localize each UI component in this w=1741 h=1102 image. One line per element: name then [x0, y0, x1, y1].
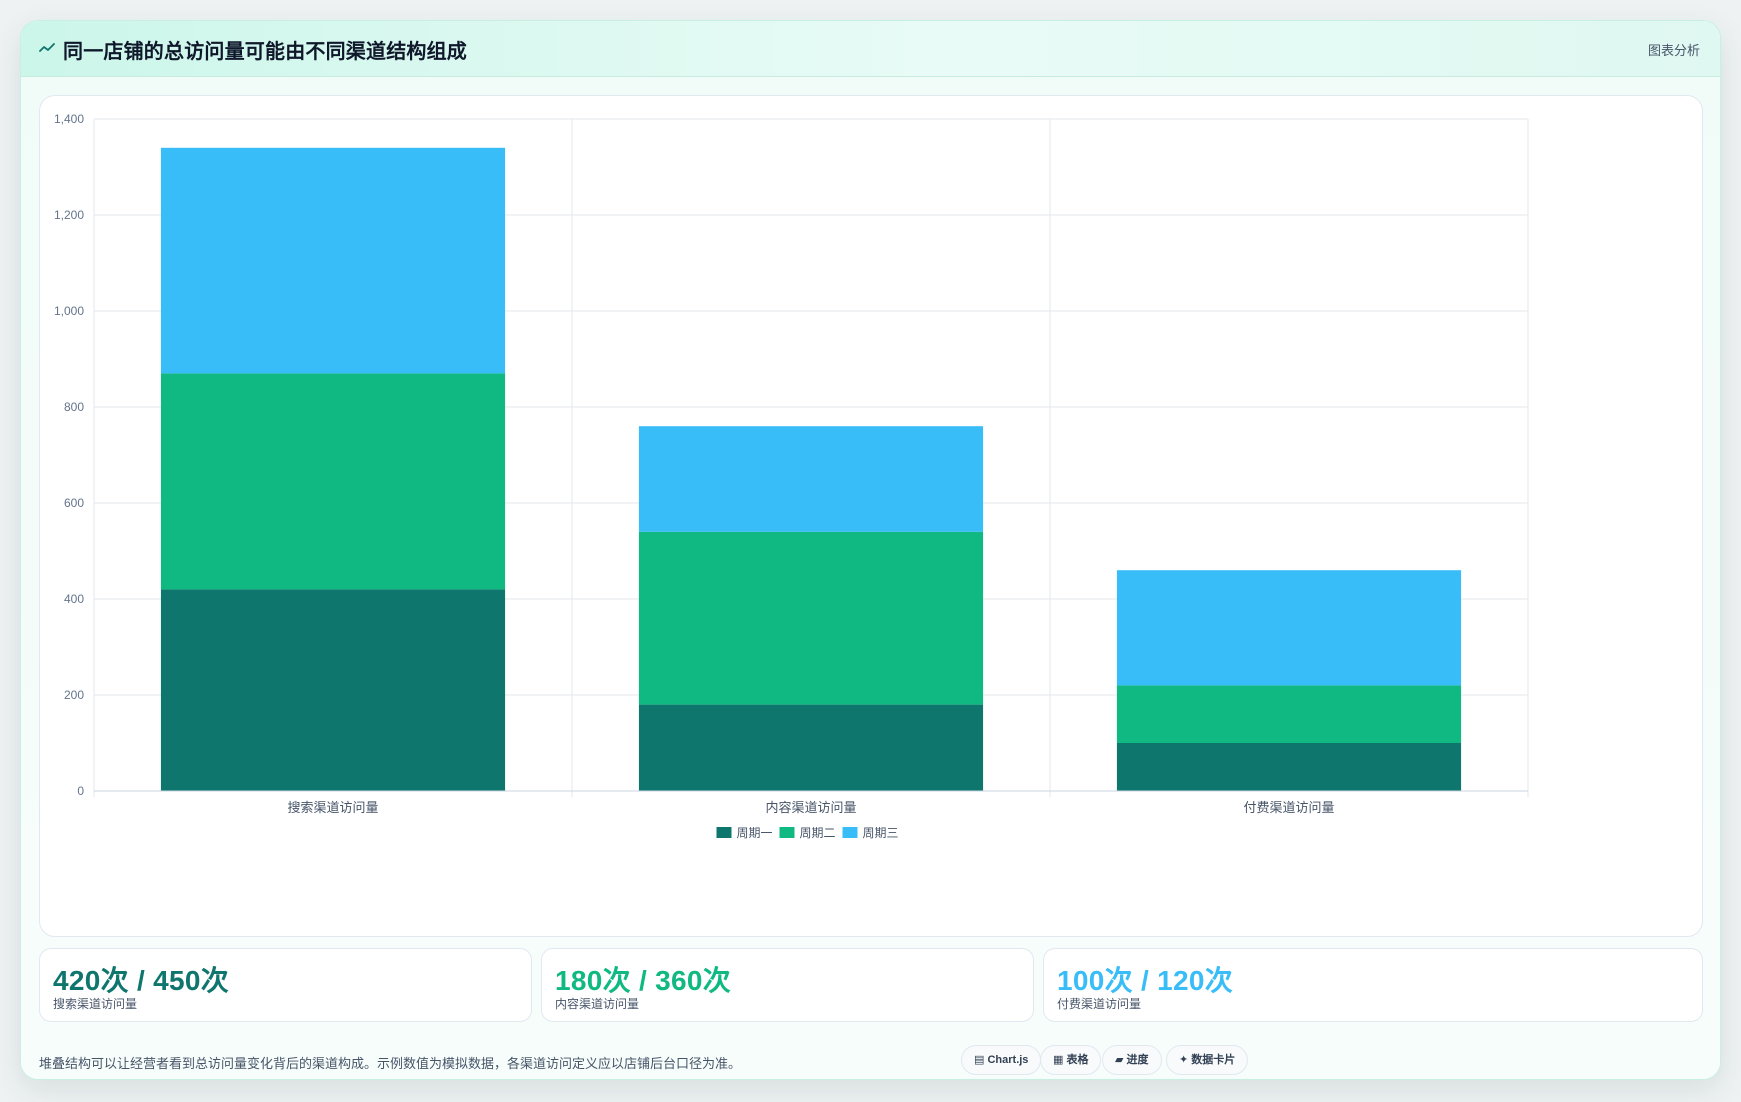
y-tick-label: 400: [64, 592, 84, 606]
bar-segment: [160, 589, 506, 791]
progress-icon: ▰: [1115, 1054, 1124, 1066]
card-header: 同一店铺的总访问量可能由不同渠道结构组成 图表分析: [21, 21, 1720, 77]
stat-value: 180次 / 360次: [555, 965, 732, 996]
stacked-bar-chart: 0 200 400 600 800 1,000 1,200 1,400 搜索渠道访问量 内容渠道访…: [54, 112, 1529, 840]
tag-progress[interactable]: ▰ 进度: [1102, 1045, 1162, 1075]
bar-segment: [160, 373, 506, 590]
footnote: 堆叠结构可以让经营者看到总访问量变化背后的渠道构成。示例数值为模拟数据，各渠道访…: [39, 1056, 742, 1071]
card-body: 0 200 400 600 800 1,000 1,200 1,400 搜索渠道访问量 内容渠道访…: [21, 77, 1720, 1079]
trend-line-icon: [39, 43, 55, 52]
tag-label: 表格: [1066, 1054, 1089, 1066]
tag-data-card[interactable]: ✦ 数据卡片: [1166, 1045, 1249, 1075]
stat-label: 付费渠道访问量: [1057, 997, 1142, 1011]
stat-label: 内容渠道访问量: [555, 997, 640, 1011]
x-tick-label: 搜索渠道访问量: [287, 800, 378, 815]
y-tick-label: 0: [77, 784, 84, 798]
bar-segment: [638, 426, 984, 532]
y-tick-label: 800: [64, 400, 84, 414]
tag-table[interactable]: ▦ 表格: [1040, 1045, 1102, 1075]
table-icon: ▦: [1053, 1054, 1064, 1066]
stat-value: 100次 / 120次: [1057, 965, 1234, 996]
legend-label: 周期二: [800, 826, 836, 840]
legend-label: 周期一: [737, 826, 773, 840]
chart-icon: ▤: [974, 1054, 985, 1066]
chart-panel: 0 200 400 600 800 1,000 1,200 1,400 搜索渠道访问量 内容渠道访…: [39, 95, 1703, 937]
bar-segment: [160, 147, 506, 374]
stat-card-content: 180次 / 360次 内容渠道访问量: [541, 948, 1034, 1022]
bar-segment: [1116, 570, 1462, 686]
y-tick-label: 600: [64, 496, 84, 510]
stat-cards: 420次 / 450次 搜索渠道访问量 180次 / 360次 内容渠道访问量 …: [39, 948, 1703, 1022]
x-tick-label: 付费渠道访问量: [1243, 800, 1334, 815]
tag-label: 进度: [1126, 1054, 1149, 1066]
chart-card: 同一店铺的总访问量可能由不同渠道结构组成 图表分析 0 200 400 600 800 1…: [20, 20, 1721, 1080]
y-tick-label: 200: [64, 688, 84, 702]
bar-segment: [638, 531, 984, 705]
y-tick-label: 1,000: [54, 304, 84, 318]
stat-value: 420次 / 450次: [53, 965, 230, 996]
y-tick-label: 1,400: [54, 112, 84, 126]
bar-segment: [1116, 685, 1462, 743]
tag-label: Chart.js: [987, 1054, 1029, 1066]
legend-swatch: [842, 827, 858, 838]
legend-swatch: [716, 827, 732, 838]
chart-analysis-link[interactable]: 图表分析: [1647, 43, 1700, 58]
page-title: 同一店铺的总访问量可能由不同渠道结构组成: [63, 41, 467, 63]
stat-card-paid: 100次 / 120次 付费渠道访问量: [1043, 948, 1703, 1022]
card-icon: ✦: [1179, 1054, 1189, 1066]
legend-swatch: [779, 827, 795, 838]
stat-card-search: 420次 / 450次 搜索渠道访问量: [39, 948, 532, 1022]
y-tick-label: 1,200: [54, 208, 84, 222]
tag-label: 数据卡片: [1191, 1054, 1236, 1066]
bar-segment: [1116, 743, 1462, 791]
stat-label: 搜索渠道访问量: [53, 997, 138, 1011]
x-tick-label: 内容渠道访问量: [765, 800, 856, 815]
tag-chartjs[interactable]: ▤ Chart.js: [961, 1045, 1042, 1075]
bar-segment: [638, 704, 984, 791]
legend-label: 周期三: [863, 826, 899, 840]
